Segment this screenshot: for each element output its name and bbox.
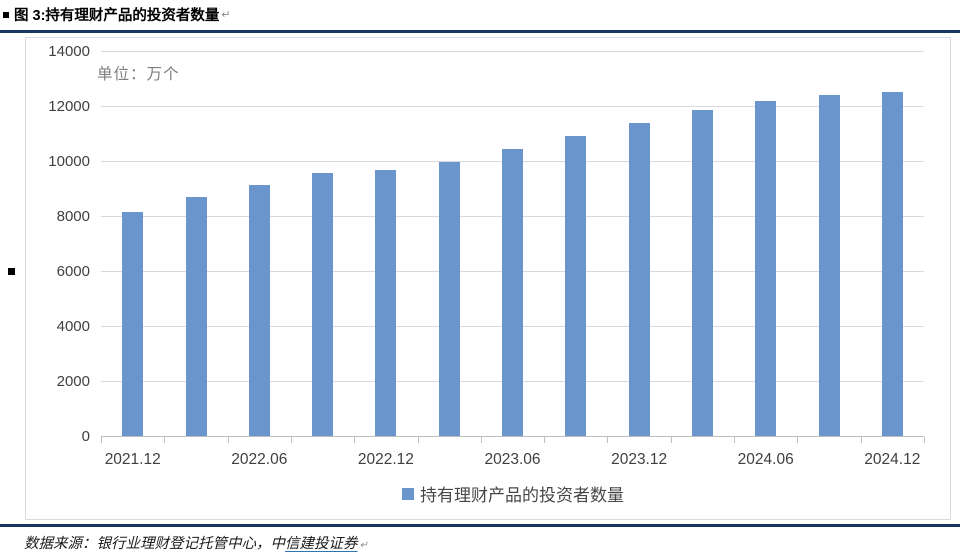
margin-bullet-square-icon: [8, 268, 15, 275]
x-axis-tick: [607, 437, 608, 443]
plot-area: 2021.12 2022.06 2022.12 2023.06 2023.12 2024.…: [101, 51, 925, 468]
source-link[interactable]: 信建投证券: [285, 536, 358, 552]
y-axis-tick-label: 12000: [48, 98, 90, 115]
caption-bullet-square-icon: [3, 11, 9, 18]
x-axis-tick-label: 2023.12: [611, 451, 668, 468]
x-axis-tick: [101, 437, 102, 443]
x-axis-tick: [861, 437, 862, 443]
y-axis-tick-label: 10000: [48, 153, 90, 170]
x-axis-tick-label: 2024.06: [737, 451, 794, 468]
x-axis-tick: [734, 437, 735, 443]
figure-caption: 图 3:持有理财产品的投资者数量 ↵: [3, 4, 231, 25]
x-axis-tick-label: 2023.06: [484, 451, 541, 468]
bar-2022.12: [375, 170, 397, 436]
bar-2022.09: [312, 173, 334, 436]
unit-label: 单位：万个: [97, 66, 180, 83]
legend-label: 持有理财产品的投资者数量: [420, 486, 624, 505]
x-axis-tick: [418, 437, 419, 443]
paragraph-return-icon: ↵: [359, 540, 368, 551]
source-text: 数据来源：银行业理财登记托管中心，中: [24, 536, 285, 552]
x-axis-tick: [671, 437, 672, 443]
y-axis-tick-label: 14000: [48, 43, 90, 60]
x-axis-tick: [164, 437, 165, 443]
bottom-divider-rule: [0, 524, 960, 527]
bar-2024.06: [755, 100, 777, 436]
bar-2024.12: [881, 92, 903, 436]
y-axis-tick-label: 2000: [56, 373, 90, 390]
y-axis-tick-label: 6000: [56, 263, 90, 280]
x-axis-tick: [481, 437, 482, 443]
bar-2023.03: [438, 162, 460, 436]
chart-panel: 单位：万个 2021.12 2022.06 2022.12 2023.06 2023.1…: [25, 37, 951, 520]
x-axis-line: [101, 436, 924, 437]
bar-2023.09: [565, 136, 587, 436]
chart-legend: 持有理财产品的投资者数量: [76, 481, 950, 506]
bar-2024.09: [818, 95, 840, 436]
source-note: 数据来源：银行业理财登记托管中心，中信建投证券 ↵: [24, 532, 368, 553]
legend-color-swatch-icon: [402, 487, 414, 500]
bar-2022.06: [248, 184, 270, 436]
paragraph-return-icon: ↵: [221, 9, 231, 21]
x-axis-tick-label: 2022.06: [231, 451, 288, 468]
bar-2024.03: [691, 110, 713, 436]
top-divider-rule: [0, 30, 960, 33]
gridline: [101, 106, 924, 107]
x-axis-tick-label: 2024.12: [864, 451, 921, 468]
x-axis-tick: [924, 437, 925, 443]
x-axis-tick-label: 2022.12: [357, 451, 414, 468]
x-axis-tick-label: 2021.12: [104, 451, 161, 468]
y-axis-tick-label: 8000: [56, 208, 90, 225]
x-axis-tick: [797, 437, 798, 443]
y-axis-tick-label: 4000: [56, 318, 90, 335]
bar-2021.12: [122, 212, 144, 436]
x-axis-tick: [291, 437, 292, 443]
x-axis-tick: [228, 437, 229, 443]
y-axis-tick-label: 0: [81, 428, 90, 445]
x-axis-tick: [354, 437, 355, 443]
figure-title: 图 3:持有理财产品的投资者数量: [14, 8, 220, 24]
bar-2023.06: [502, 149, 523, 436]
x-axis-tick: [544, 437, 545, 443]
bar-2023.12: [628, 122, 650, 436]
bar-2022.03: [185, 197, 207, 436]
gridline: [101, 51, 924, 52]
